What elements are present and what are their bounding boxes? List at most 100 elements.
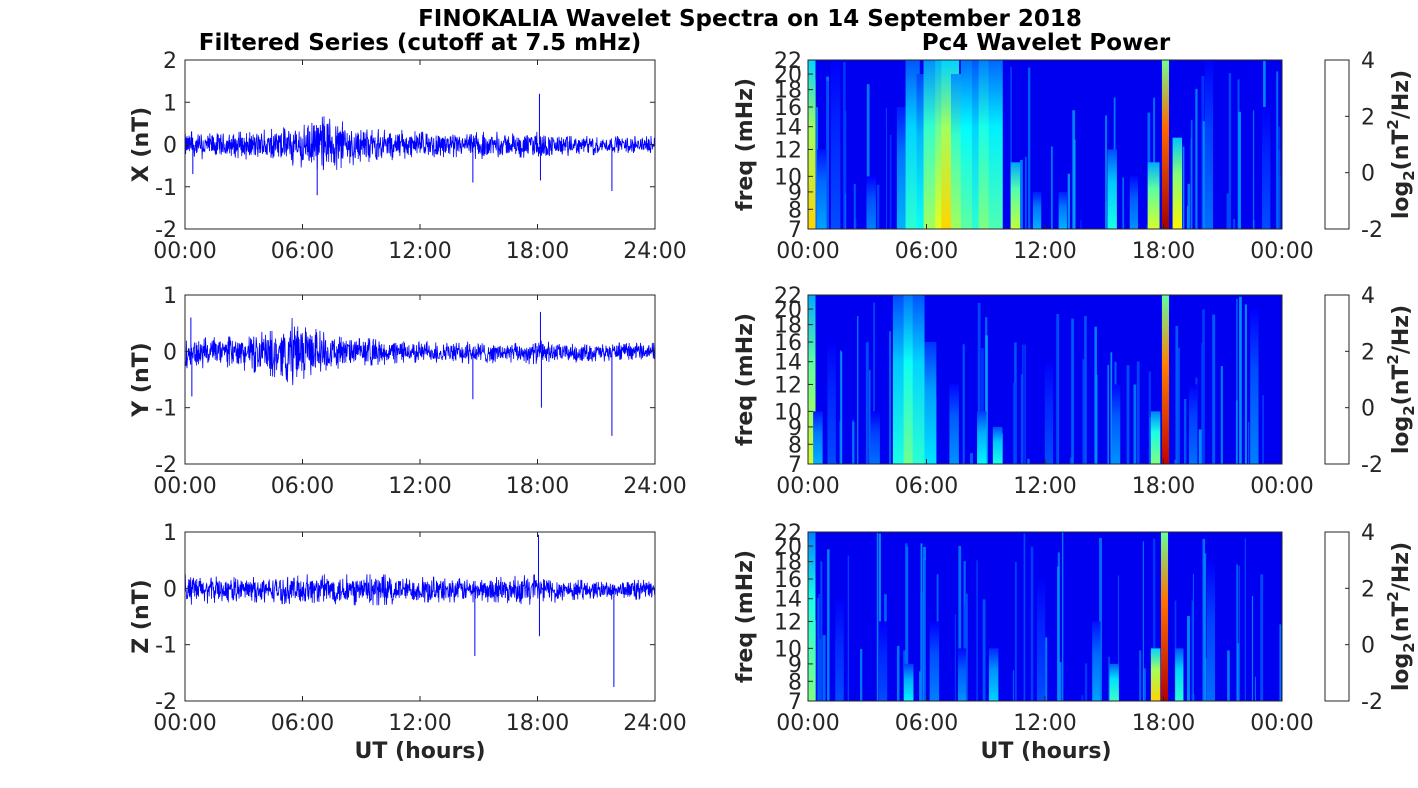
heatmap-burst [1107,149,1117,229]
heatmap-streak [1201,343,1203,464]
heatmap-bursts [808,60,1281,229]
heatmap-streak [1191,600,1194,701]
heatmap-streak [1133,384,1137,464]
heatmap-streak [958,545,962,701]
heatmap-burst [1150,411,1161,464]
x-tick-label: 12:00 [388,239,451,264]
left-time-xlabel: UT (hours) [354,739,485,764]
heatmap-streak [1187,183,1191,229]
x-tick-label: 00:00 [153,711,216,736]
heatmap-streak [982,599,986,701]
x-tick-label: 06:00 [895,474,958,499]
heatmap-streak [1252,110,1255,229]
heatmap-streak [1073,139,1076,229]
heatmap-streak [843,62,846,229]
x-tick-label: 00:00 [153,239,216,264]
colorbar-scale [1324,531,1350,702]
y-tick-label: 12 [774,138,802,163]
plot-area [185,532,655,701]
colorbar-tick-label: 0 [1361,634,1375,659]
colorbar-frame [1324,59,1350,230]
heatmap-streak [1095,433,1097,464]
heatmap-streak [920,592,923,701]
heatmap-burst [912,295,925,464]
heatmap-streak [1110,352,1113,464]
heatmap-streak [885,107,887,229]
heatmap-streak [1205,658,1207,701]
heatmap-streak [1081,695,1084,701]
heatmap-burst [1092,621,1101,701]
colorbar-tick-label: 4 [1361,49,1375,74]
colorbar-scale [1324,59,1350,230]
heatmap-streak [1174,459,1177,464]
heatmap-streak [1244,538,1246,701]
heatmap-streak [1082,359,1085,464]
series-panel-x: -2 -1 0 1 2 00:00 06:00 12:00 18:00 24:00 X (nT) [129,49,687,264]
heatmap-streak [1142,541,1144,701]
x-tick-label: 18:00 [506,239,569,264]
colorbar-frame [1324,531,1350,702]
right-column-title: Pc4 Wavelet Power [922,30,1171,56]
heatmap-burst [971,60,984,229]
colorbar-frame [1324,294,1350,465]
series-panel-z: -2 -1 0 1 00:00 06:00 12:00 18:00 24:00 Z (nT) [129,521,687,736]
heatmap-streak [1212,314,1216,464]
heatmap-streak [1108,656,1111,701]
heatmap-streak [1278,126,1281,229]
heatmap-streak [1190,119,1193,229]
series-line-z [185,574,655,606]
heatmap-streak [1244,304,1247,464]
x-tick-label: 00:00 [1250,239,1313,264]
heatmap-streak [1186,206,1189,229]
y-tick-label: 18 [774,314,802,339]
heatmap-streak [1030,546,1034,701]
y-tick-label: -1 [155,176,177,201]
heatmap-streak [869,369,871,464]
heatmap-streak [1227,650,1230,701]
y-tick-label: 12 [774,610,802,635]
x-tick-label: 00:00 [153,474,216,499]
heatmap-streak [1239,296,1242,464]
series-line-x [185,116,655,171]
heatmap-streak [840,351,843,464]
heatmap-streak [822,635,826,701]
x-tick-label: 00:00 [776,474,839,499]
heatmap-burst [1147,162,1160,229]
heatmap-streak [1027,67,1031,229]
colorbar-tick-label: 4 [1361,284,1375,309]
x-tick-label: 12:00 [388,711,451,736]
x-tick-label: 18:00 [1132,474,1195,499]
heatmap-streak [1023,533,1026,701]
heatmap-burst [988,60,1003,229]
heatmap-streak [1175,325,1179,464]
heatmap-streak [1226,193,1230,229]
heatmap-streak [1027,458,1030,464]
x-tick-label: 12:00 [1013,474,1076,499]
heatmap-burst [817,149,827,229]
heatmap-streak [1061,532,1064,701]
x-tick-label: 00:00 [776,239,839,264]
heatmap-bursts [808,532,1282,701]
heatmap-burst [1262,106,1271,229]
colorbar-tick-label: -2 [1361,690,1383,715]
y-tick-label: 20 [774,535,802,560]
x-tick-label: 06:00 [271,239,334,264]
heatmap-streak [816,107,819,229]
y-tick-label: 1 [163,284,177,309]
heatmap-burst [1058,191,1067,229]
colorbar-label: log2(nT2/Hz) [1384,542,1418,691]
heatmap-streak [1059,662,1062,701]
heatmap-streak [1012,382,1016,464]
heatmap-streak [818,593,820,701]
heatmap-streak [1117,575,1120,701]
heatmap-streak [1276,71,1279,229]
y-tick-label: 9 [788,416,802,441]
heatmap-burst [1204,60,1214,229]
heatmap-streak [924,560,926,701]
heatmap-burst [866,176,876,229]
y-tick-label: 2 [163,49,177,74]
y-tick-label: 8 [788,670,802,695]
heatmap-streak [1020,159,1023,229]
heatmap-streak [965,593,968,701]
